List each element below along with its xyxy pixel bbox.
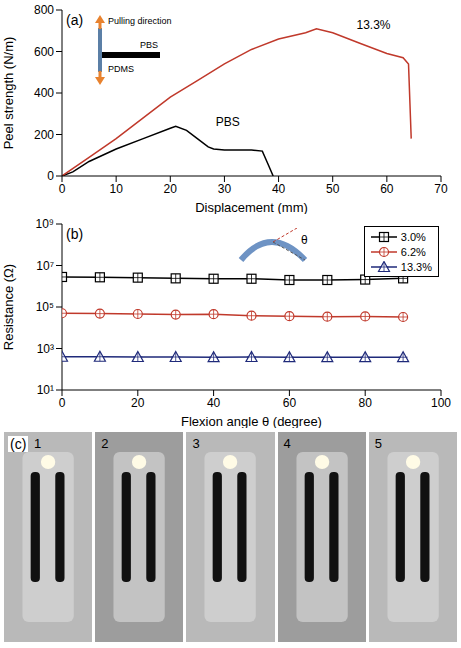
svg-text:0: 0 bbox=[59, 396, 66, 410]
svg-text:600: 600 bbox=[34, 45, 54, 59]
svg-text:10¹: 10¹ bbox=[37, 383, 54, 397]
svg-text:20: 20 bbox=[164, 182, 178, 196]
svg-text:PDMS: PDMS bbox=[108, 64, 134, 74]
svg-text:60: 60 bbox=[283, 396, 297, 410]
html-text:6.2%: 6.2% bbox=[400, 245, 426, 258]
svg-text:200: 200 bbox=[34, 128, 54, 142]
html-text:3.0%: 3.0% bbox=[400, 230, 426, 243]
svg-text:10³: 10³ bbox=[37, 342, 54, 356]
html-text:3: 3 bbox=[192, 436, 200, 451]
svg-text:10⁵: 10⁵ bbox=[36, 300, 54, 314]
svg-text:40: 40 bbox=[272, 182, 286, 196]
html-text:5: 5 bbox=[374, 436, 382, 451]
svg-text:10: 10 bbox=[109, 182, 123, 196]
svg-text:PBS: PBS bbox=[216, 115, 240, 129]
svg-text:Flexion angle θ (degree): Flexion angle θ (degree) bbox=[181, 414, 322, 428]
svg-text:60: 60 bbox=[380, 182, 394, 196]
html-text:1: 1 bbox=[34, 436, 42, 451]
html-text:2: 2 bbox=[101, 436, 109, 451]
svg-text:Pulling direction: Pulling direction bbox=[108, 16, 172, 26]
svg-text:400: 400 bbox=[34, 86, 54, 100]
svg-text:30: 30 bbox=[218, 182, 232, 196]
svg-text:50: 50 bbox=[326, 182, 340, 196]
svg-text:PBS: PBS bbox=[140, 40, 158, 50]
svg-text:70: 70 bbox=[434, 182, 448, 196]
svg-text:40: 40 bbox=[207, 396, 221, 410]
html-text:(a): (a) bbox=[66, 12, 84, 28]
svg-text:10⁷: 10⁷ bbox=[36, 259, 54, 273]
html-text:4: 4 bbox=[283, 436, 291, 451]
svg-text:80: 80 bbox=[359, 396, 373, 410]
html-text:(c): (c) bbox=[10, 436, 27, 452]
svg-text:13.3%: 13.3% bbox=[356, 18, 390, 32]
svg-text:Peel strength (N/m): Peel strength (N/m) bbox=[1, 37, 16, 150]
svg-text:Resistance (Ω): Resistance (Ω) bbox=[1, 264, 16, 350]
svg-text:0: 0 bbox=[59, 182, 66, 196]
html-text:(b): (b) bbox=[66, 226, 84, 242]
svg-text:10⁹: 10⁹ bbox=[36, 217, 55, 231]
svg-text:Displacement (mm): Displacement (mm) bbox=[195, 200, 308, 214]
svg-text:20: 20 bbox=[131, 396, 145, 410]
svg-text:θ: θ bbox=[301, 233, 308, 247]
svg-text:100: 100 bbox=[431, 396, 451, 410]
html-text:13.3%: 13.3% bbox=[400, 260, 432, 273]
svg-text:800: 800 bbox=[34, 3, 54, 17]
svg-text:0: 0 bbox=[47, 169, 54, 183]
